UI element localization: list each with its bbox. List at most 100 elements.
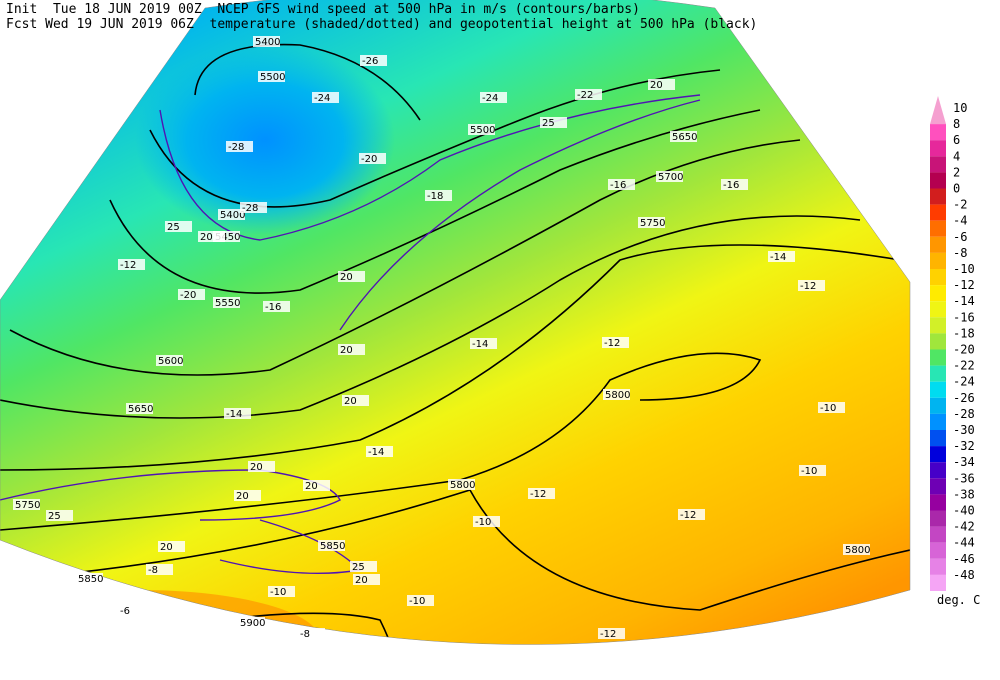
colorbar-label: -22 [953, 359, 975, 373]
colorbar-box [930, 204, 946, 221]
label-bg [608, 179, 635, 190]
temp-label: -6 [120, 606, 130, 617]
label-bg [353, 574, 380, 585]
wind-label: 25 [167, 222, 180, 233]
colorbar-label: 8 [953, 117, 960, 131]
label-bg [540, 117, 567, 128]
label-bg [818, 402, 845, 413]
colorbar-box [930, 510, 946, 527]
colorbar-box [930, 381, 946, 398]
label-bg [158, 541, 185, 552]
wind-label: 20 [340, 272, 353, 283]
label-bg [226, 141, 253, 152]
temp-label: -28 [228, 142, 244, 153]
colorbar-label: -18 [953, 326, 975, 340]
label-bg [338, 344, 365, 355]
colorbar-label: -26 [953, 391, 975, 405]
temp-label: -8 [148, 565, 158, 576]
temp-label: -22 [577, 90, 593, 101]
height-label: 5750 [15, 500, 40, 511]
label-bg [360, 55, 387, 66]
height-label: 5800 [605, 390, 630, 401]
colorbar-box [930, 494, 946, 511]
colorbar-box [930, 236, 946, 253]
wind-label: 20 [340, 345, 353, 356]
temp-label: -12 [800, 281, 816, 292]
temp-label: -20 [361, 154, 377, 165]
colorbar-arrow [930, 96, 946, 125]
label-bg [224, 408, 251, 419]
colorbar-box [930, 124, 946, 141]
colorbar-box [930, 349, 946, 366]
label-bg [678, 509, 705, 520]
colorbar-box [930, 252, 946, 269]
colorbar-box [930, 156, 946, 173]
wind-label: 20 [160, 542, 173, 553]
label-bg [350, 561, 377, 572]
colorbar-box [930, 333, 946, 350]
height-label: 5550 [215, 298, 240, 309]
height-label: 5850 [78, 574, 103, 585]
temp-label: -14 [368, 447, 384, 458]
label-bg [638, 217, 665, 228]
temp-label: -28 [242, 203, 258, 214]
header-line: Init Tue 18 JUN 2019 00Z NCEP GFS wind s… [6, 2, 640, 17]
label-bg [575, 89, 602, 100]
temp-label: -26 [362, 56, 378, 67]
label-bg [603, 389, 630, 400]
colorbar-label: -44 [953, 536, 975, 550]
label-bg [359, 153, 386, 164]
label-bg [213, 231, 240, 242]
temp-label: -24 [314, 93, 330, 104]
label-bg [470, 338, 497, 349]
label-bg [13, 499, 40, 510]
colorbar-box [930, 462, 946, 479]
colorbar-label: -4 [953, 214, 967, 228]
colorbar-label: -12 [953, 278, 975, 292]
colorbar-box [930, 446, 946, 463]
colorbar-label: -8 [953, 246, 967, 260]
colorbar-box [930, 317, 946, 334]
temp-label: -10 [801, 466, 817, 477]
label-bg [298, 628, 325, 639]
temp-label: -8 [300, 629, 310, 640]
label-bg [146, 564, 173, 575]
label-bg [473, 516, 500, 527]
label-bg [768, 251, 795, 262]
height-label: 5500 [260, 72, 285, 83]
colorbar-label: -32 [953, 439, 975, 453]
label-bg [178, 289, 205, 300]
height-label: 5650 [672, 132, 697, 143]
colorbar-label: -40 [953, 504, 975, 518]
height-label: 5450 [215, 232, 240, 243]
wind-label: 25 [542, 118, 555, 129]
height-label: 5800 [450, 480, 475, 491]
wind-label: 25 [352, 562, 365, 573]
temp-label: -24 [482, 93, 498, 104]
colorbar-label: 10 [953, 101, 967, 115]
wind-label: 20 [250, 462, 263, 473]
temp-label: -12 [604, 338, 620, 349]
label-bg [126, 403, 153, 414]
temp-label: -14 [226, 409, 242, 420]
colorbar-box [930, 365, 946, 382]
colorbar-box [930, 172, 946, 189]
label-bg [366, 446, 393, 457]
colorbar-box [930, 269, 946, 286]
wind-label: 20 [305, 481, 318, 492]
height-label: 5650 [128, 404, 153, 415]
label-bg [318, 540, 345, 551]
wind-label: 20 [344, 396, 357, 407]
label-bg [670, 131, 697, 142]
label-bg [843, 544, 870, 555]
colorbar-label: -20 [953, 343, 975, 357]
map-border [0, 0, 911, 645]
temp-label: -16 [723, 180, 739, 191]
temp-label: -12 [530, 489, 546, 500]
label-bg [76, 573, 103, 584]
wind-label: 20 [355, 575, 368, 586]
label-bg [268, 586, 295, 597]
height-label: 5400 [255, 37, 280, 48]
label-bg [118, 259, 145, 270]
